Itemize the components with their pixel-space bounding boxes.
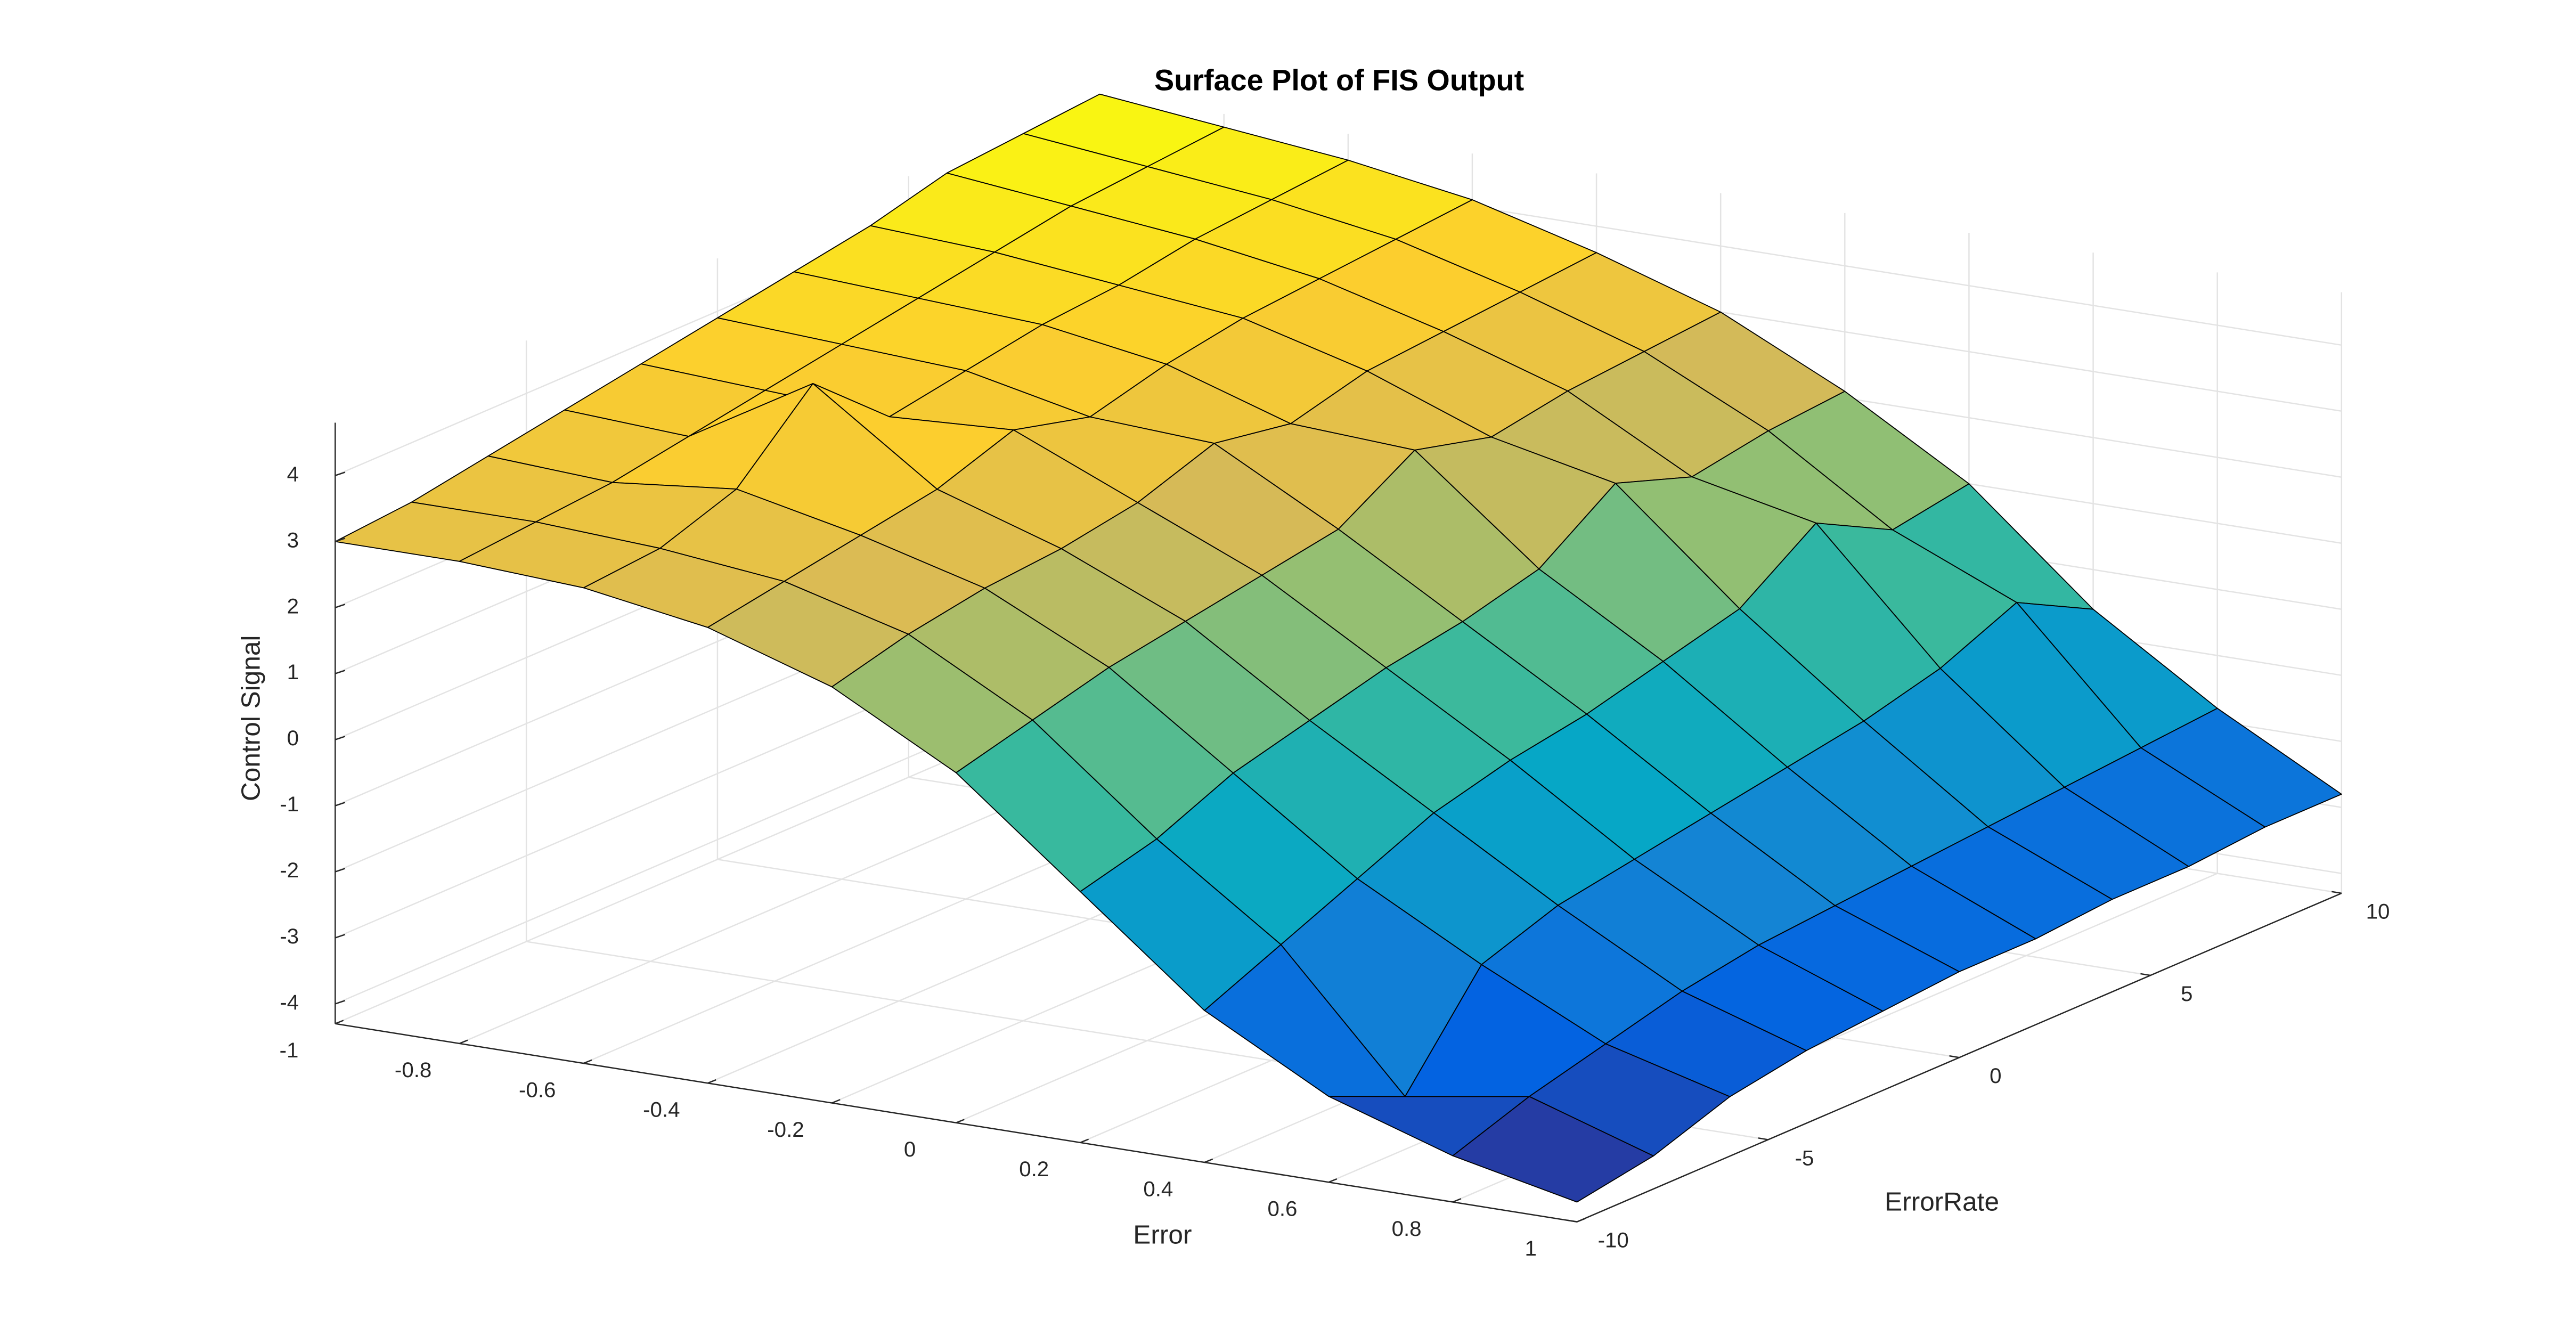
- z-axis-label: Control Signal: [235, 636, 265, 801]
- x-tick: [1080, 1138, 1089, 1144]
- x-tick-label: 0.2: [1019, 1157, 1049, 1181]
- z-tick-label: 0: [287, 726, 299, 750]
- x-tick-label: 0.6: [1267, 1197, 1297, 1221]
- chart-title: Surface Plot of FIS Output: [1154, 63, 1524, 97]
- x-tick: [583, 1059, 592, 1064]
- y-axis-label: ErrorRate: [1885, 1187, 1999, 1217]
- y-tick-label: 10: [2366, 900, 2390, 924]
- x-tick-label: -0.4: [643, 1098, 680, 1122]
- z-tick-label: -4: [280, 990, 299, 1014]
- z-tick-label: 4: [287, 462, 299, 486]
- z-tick: [335, 736, 346, 740]
- z-tick: [335, 934, 346, 939]
- y-tick: [1758, 1137, 1768, 1141]
- surface: [335, 93, 2342, 1203]
- x-tick: [335, 1020, 344, 1024]
- z-tick-label: -2: [280, 858, 299, 882]
- x-axis-label: Error: [1133, 1220, 1192, 1250]
- x-tick: [1452, 1198, 1462, 1203]
- y-tick-label: -10: [1598, 1228, 1629, 1252]
- z-tick: [335, 670, 346, 674]
- y-tick: [1949, 1055, 1960, 1058]
- z-tick-label: -3: [280, 924, 299, 948]
- z-tick: [335, 537, 346, 542]
- x-tick: [832, 1099, 841, 1104]
- x-tick-label: -0.2: [767, 1118, 804, 1142]
- x-tick-label: -0.8: [395, 1058, 431, 1082]
- z-tick-label: 3: [287, 528, 299, 552]
- x-tick-label: 0.4: [1143, 1177, 1173, 1201]
- y-tick: [2331, 891, 2342, 894]
- z-tick: [335, 604, 346, 608]
- z-tick: [335, 471, 346, 476]
- axes: -1-0.8-0.6-0.4-0.200.20.40.60.81 -10-5051…: [280, 422, 2390, 1260]
- y-tick: [2140, 973, 2151, 976]
- x-tick-label: 0.8: [1392, 1217, 1422, 1241]
- z-tick-label: 2: [287, 594, 299, 618]
- z-tick-label: -1: [280, 792, 299, 816]
- y-tick-label: -5: [1795, 1146, 1814, 1170]
- x-tick: [1204, 1158, 1213, 1163]
- surface-face: [1452, 1096, 1654, 1203]
- x-tick-label: 0: [904, 1137, 916, 1161]
- x-tick: [707, 1079, 716, 1084]
- x-tick: [459, 1039, 468, 1045]
- x-tick: [956, 1119, 965, 1123]
- x-tick-label: -1: [280, 1038, 299, 1062]
- z-tick: [335, 802, 346, 807]
- y-tick-label: 5: [2181, 982, 2192, 1006]
- y-tick-label: 0: [1990, 1064, 2001, 1088]
- z-tick-label: 1: [287, 660, 299, 684]
- y-tick: [1567, 1219, 1577, 1223]
- z-tick: [335, 1000, 346, 1005]
- x-tick: [1328, 1178, 1338, 1183]
- x-tick-label: -0.6: [519, 1078, 556, 1102]
- x-tick-label: 1: [1525, 1236, 1536, 1260]
- x-tick: [1577, 1218, 1586, 1223]
- z-tick: [335, 868, 346, 873]
